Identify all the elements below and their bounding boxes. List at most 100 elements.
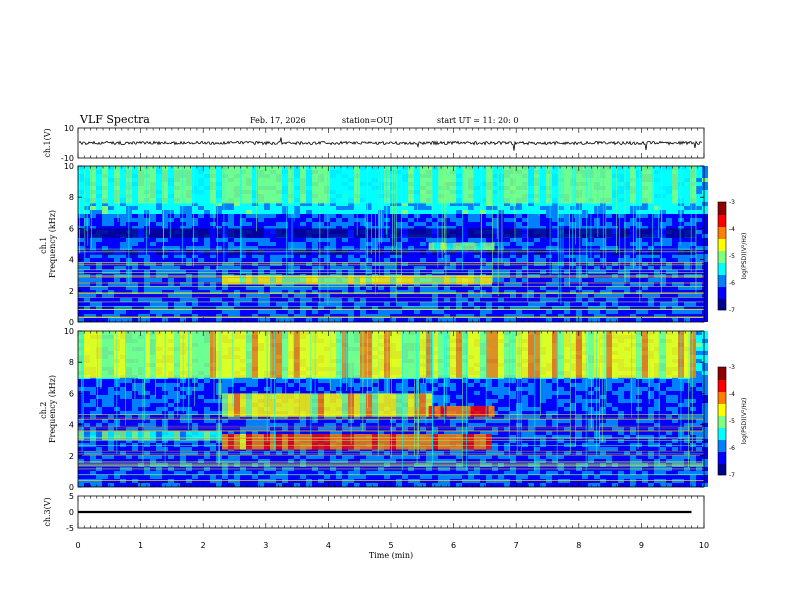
spectrogram-cell xyxy=(276,214,282,218)
spectrogram-band-cell xyxy=(684,166,690,204)
spectrogram-cell xyxy=(438,238,444,242)
spectrogram-cell xyxy=(108,383,114,387)
spectrogram-cell xyxy=(570,314,576,318)
colorbar-segment xyxy=(718,241,726,243)
spectrogram-cell xyxy=(516,242,522,246)
spectrogram-cell xyxy=(450,306,456,310)
spectrogram-cell xyxy=(348,218,354,222)
spectrogram-cell xyxy=(690,290,696,294)
spectrogram-cell xyxy=(324,254,330,258)
spectrogram-cell xyxy=(390,290,396,294)
spectrogram-cell xyxy=(540,238,546,242)
spectrogram-cell xyxy=(588,302,594,306)
spectrogram-cell xyxy=(624,314,630,318)
spectrogram-cell xyxy=(702,266,708,270)
spectrogram-cell xyxy=(96,298,102,302)
spectrogram-cell xyxy=(390,246,396,250)
spectrogram-cell xyxy=(444,258,450,262)
spectrogram-band-cell xyxy=(540,228,546,238)
spectrogram-band-cell xyxy=(210,250,216,255)
spectrogram-cell xyxy=(282,294,288,298)
spectrogram-cell xyxy=(300,290,306,294)
spectrogram-cell xyxy=(354,314,360,318)
spectrogram-cell xyxy=(552,238,558,242)
spectrogram-cell xyxy=(408,242,414,246)
spectrogram-cell xyxy=(684,258,690,262)
spectrogram-cell xyxy=(246,226,252,230)
spectrogram-cell xyxy=(90,395,96,399)
spectrogram-cell xyxy=(528,278,534,282)
spectrogram-cell xyxy=(510,254,516,258)
spectrogram-cell xyxy=(276,246,282,250)
spectrogram-cell xyxy=(342,266,348,270)
spectrogram-cell xyxy=(342,246,348,250)
spectrogram-cell xyxy=(486,210,492,214)
spectrogram-cell xyxy=(696,246,702,250)
spectrogram-cell xyxy=(234,214,240,218)
spectrogram-cell xyxy=(684,286,690,290)
spectrogram-cell xyxy=(84,459,90,463)
spectrogram-cell xyxy=(258,262,264,266)
colorbar-segment xyxy=(718,306,726,308)
spectrogram-cell xyxy=(78,266,84,270)
spectrogram-cell xyxy=(210,254,216,258)
spectrogram-cell xyxy=(336,290,342,294)
spectrogram-cell xyxy=(450,262,456,266)
spectrogram-cell xyxy=(618,266,624,270)
spectrogram-cell xyxy=(528,294,534,298)
spectrogram-cell xyxy=(492,306,498,310)
spectrogram-cell xyxy=(222,214,228,218)
freq-tick-label: 6 xyxy=(69,224,74,233)
spectrogram-cell xyxy=(96,415,102,419)
spectrogram-cell xyxy=(480,258,486,262)
spectrogram-cell xyxy=(78,463,84,467)
spectrogram-cell xyxy=(360,226,366,230)
spectrogram-cell xyxy=(564,238,570,242)
spectrogram-cell xyxy=(234,298,240,302)
spectrogram-cell xyxy=(114,318,120,322)
spectrogram-cell xyxy=(198,246,204,250)
spectrogram-cell xyxy=(264,262,270,266)
spectrogram-cell xyxy=(174,282,180,286)
colorbar-tick-label: -5 xyxy=(729,253,735,260)
spectrogram-cell xyxy=(252,206,258,210)
spectrogram-band-cell xyxy=(438,250,444,255)
spectrogram-cell xyxy=(666,294,672,298)
spectrogram-cell xyxy=(234,286,240,290)
spectrogram-cell xyxy=(606,298,612,302)
spectrogram-band-cell xyxy=(192,228,198,238)
spectrogram-cell xyxy=(354,254,360,258)
spectrogram-cell xyxy=(696,182,702,186)
spectrogram-cell xyxy=(252,314,258,318)
spectrogram-cell xyxy=(234,242,240,246)
spectrogram-cell xyxy=(384,266,390,270)
spectrogram-cell xyxy=(498,202,504,206)
spectrogram-cell xyxy=(678,254,684,258)
spectrogram-band-cell xyxy=(294,228,300,238)
spectrogram-cell xyxy=(522,298,528,302)
spectrogram-cell xyxy=(150,262,156,266)
spectrogram-cell xyxy=(150,270,156,274)
spectrogram-cell xyxy=(636,278,642,282)
spectrogram-cell xyxy=(288,306,294,310)
spectrogram-band-cell xyxy=(384,250,390,255)
spectrogram-cell xyxy=(174,254,180,258)
spectrogram-cell xyxy=(102,254,108,258)
spectrogram-cell xyxy=(114,226,120,230)
spectrogram-band-cell xyxy=(360,228,366,238)
spectrogram-cell xyxy=(678,270,684,274)
spectrogram-cell xyxy=(264,290,270,294)
spectrogram-cell xyxy=(240,298,246,302)
spectrogram-cell xyxy=(444,262,450,266)
spectrogram-cell xyxy=(678,318,684,322)
spectrogram-band-cell xyxy=(480,228,486,238)
spectrogram-cell xyxy=(246,266,252,270)
spectrogram-cell xyxy=(246,238,252,242)
spectrogram-cell xyxy=(690,214,696,218)
spectrogram-cell xyxy=(330,222,336,226)
spectrogram-band-cell xyxy=(276,250,282,255)
spectrogram-cell xyxy=(330,294,336,298)
spectrogram-cell xyxy=(324,318,330,322)
spectrogram-cell xyxy=(294,202,300,206)
spectrogram-cell xyxy=(252,262,258,266)
